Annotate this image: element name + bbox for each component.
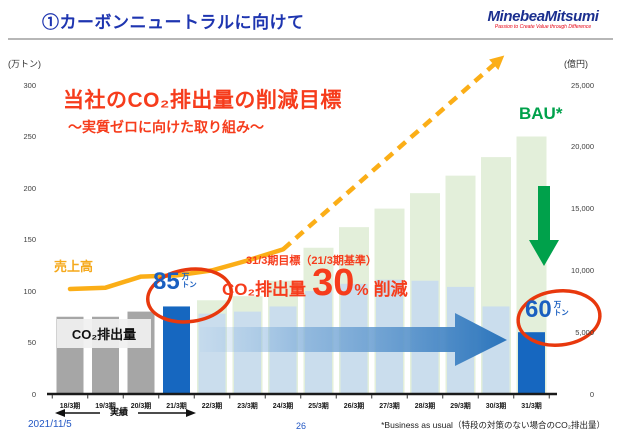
- unit-60: 万 トン: [553, 300, 569, 317]
- sales-line-layer: [47, 55, 557, 399]
- company-logo: MinebeaMitsumi Passion to Create Value t…: [477, 9, 609, 30]
- logo-text: MinebeaMitsumi: [487, 8, 599, 25]
- page-title: ①カーボンニュートラルに向けて: [42, 13, 305, 32]
- bar-co2-22/3期: [198, 313, 226, 394]
- actual-range-label: 実績: [109, 407, 128, 417]
- bar-co2-23/3期: [234, 311, 261, 394]
- sales-projection-arrowhead-icon: [489, 55, 505, 70]
- co2-bars-label: CO₂排出量: [57, 319, 151, 348]
- sales-line-projection: [281, 61, 498, 252]
- target-heading: 31/3期目標（21/3期基準）: [246, 255, 377, 267]
- target-co2-text: CO₂排出量: [222, 280, 307, 299]
- arrow-right-icon: [186, 409, 196, 417]
- page-number: 26: [296, 421, 307, 431]
- chart-subtitle: ～実質ゼロに向けた取り組み～: [68, 119, 264, 135]
- target-statement: CO₂排出量 30 % 削減: [222, 264, 408, 302]
- bar-co2-30/3期: [482, 306, 510, 394]
- bau-reduction-arrow-icon: [529, 186, 559, 266]
- bau-footnote: *Business as usual（特段の対策のない場合のCO₂排出量）: [381, 420, 605, 430]
- target-percent-sign: %: [354, 282, 369, 299]
- footer-date: 2021/11/5: [28, 419, 72, 430]
- sales-line-solid: [67, 247, 286, 292]
- value-60: 60: [525, 296, 552, 323]
- sales-line-label: 売上高: [54, 259, 94, 274]
- logo-tagline: Passion to Create Value through Differen…: [494, 24, 592, 30]
- value-85: 85: [153, 268, 180, 295]
- bau-label: BAU*: [519, 104, 563, 123]
- unit-85: 万 トン: [181, 272, 197, 289]
- right-axis-unit: (億円): [564, 59, 588, 69]
- left-axis-unit: (万トン): [8, 59, 41, 69]
- target-number: 30: [312, 262, 355, 304]
- highlight-ellipse-60: [516, 289, 602, 347]
- reduction-arrow: [200, 313, 507, 366]
- arrow-left-icon: [55, 409, 65, 417]
- chart-title: 当社のCO₂排出量の削減目標: [63, 89, 342, 112]
- highlight-ellipse-85: [146, 267, 233, 324]
- title-divider: [8, 38, 613, 40]
- data-label-60: 60 万 トン: [525, 298, 569, 322]
- data-label-85: 85 万 トン: [153, 270, 197, 294]
- target-suffix: 削減: [373, 280, 408, 299]
